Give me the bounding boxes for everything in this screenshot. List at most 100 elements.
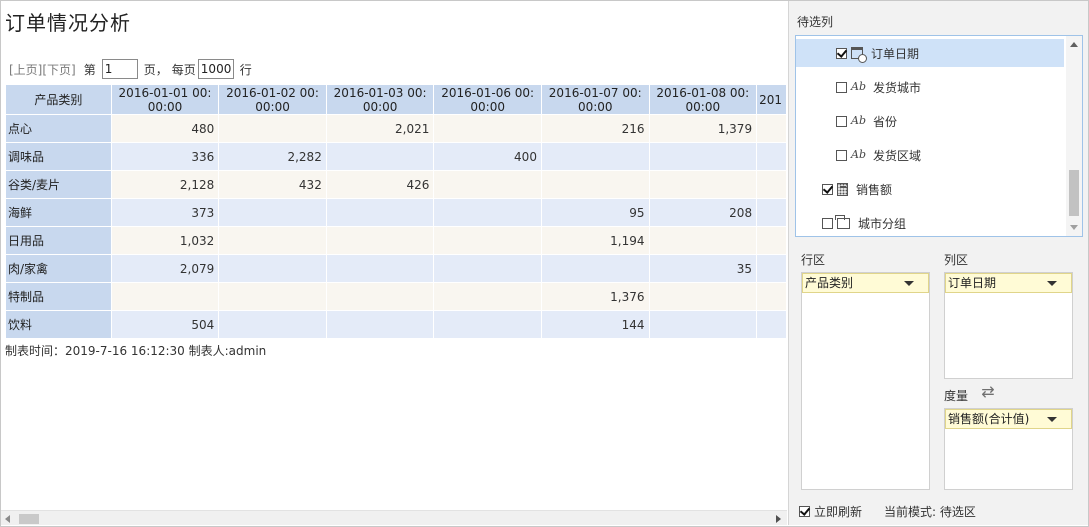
table-cell: 400 bbox=[433, 142, 542, 171]
field-label: 发货区域 bbox=[873, 148, 922, 163]
report-area: 订单情况分析 [上页] [下页] 第 页， 每页 行 产品类别 2016-01-… bbox=[1, 1, 787, 525]
row-zone-value: 产品类别 bbox=[805, 276, 854, 290]
field-item[interactable]: 城市分组 bbox=[796, 209, 1064, 236]
column-header[interactable]: 2016-01-06 00: 00:00 bbox=[433, 84, 542, 115]
prev-page-link[interactable]: [上页] bbox=[9, 62, 43, 77]
column-header[interactable]: 201 bbox=[756, 84, 787, 115]
candidate-field-list: 城市分组 销售额 Ab 发货区域 Ab 省份 Ab 发货城市 订单日期 bbox=[795, 35, 1083, 237]
row-header[interactable]: 谷类/麦片 bbox=[5, 170, 112, 199]
table-cell bbox=[218, 254, 327, 283]
row-header[interactable]: 特制品 bbox=[5, 282, 112, 311]
field-list-scroll-thumb[interactable] bbox=[1069, 170, 1079, 216]
page-prefix-label: 第 bbox=[83, 62, 96, 77]
field-checkbox[interactable] bbox=[836, 47, 847, 59]
scroll-thumb[interactable] bbox=[19, 514, 39, 524]
column-header[interactable]: 2016-01-07 00: 00:00 bbox=[540, 84, 650, 115]
column-zone[interactable]: 订单日期 bbox=[944, 272, 1073, 379]
dropdown-caret-icon[interactable] bbox=[1047, 281, 1057, 286]
table-cell: 2,021 bbox=[325, 114, 435, 143]
row-zone-field[interactable]: 产品类别 bbox=[802, 273, 929, 293]
table-cell bbox=[648, 282, 758, 311]
table-cell bbox=[756, 254, 787, 283]
measure-value: 销售额(合计值) bbox=[948, 412, 1030, 426]
field-label: 销售额 bbox=[856, 182, 893, 197]
candidate-columns-label: 待选列 bbox=[797, 15, 834, 29]
dropdown-caret-icon[interactable] bbox=[1047, 417, 1057, 422]
field-item[interactable]: Ab 发货城市 bbox=[796, 73, 1064, 101]
table-cell bbox=[433, 198, 542, 227]
table-cell: 216 bbox=[540, 114, 650, 143]
column-header[interactable]: 2016-01-08 00: 00:00 bbox=[648, 84, 758, 115]
calculator-icon bbox=[837, 182, 848, 196]
table-cell: 2,128 bbox=[110, 170, 220, 199]
auto-refresh-checkbox[interactable] bbox=[799, 506, 810, 517]
table-cell: 95 bbox=[540, 198, 650, 227]
row-header[interactable]: 点心 bbox=[5, 114, 112, 143]
field-item[interactable]: Ab 省份 bbox=[796, 107, 1064, 135]
row-zone[interactable]: 产品类别 bbox=[801, 272, 930, 490]
table-cell: 336 bbox=[110, 142, 220, 171]
corner-header[interactable]: 产品类别 bbox=[5, 84, 112, 115]
row-header[interactable]: 日用品 bbox=[5, 226, 112, 255]
scroll-left-icon[interactable] bbox=[5, 515, 10, 523]
table-cell bbox=[110, 282, 220, 311]
column-header[interactable]: 2016-01-02 00: 00:00 bbox=[218, 84, 327, 115]
field-checkbox[interactable] bbox=[822, 217, 833, 229]
per-page-input[interactable] bbox=[197, 59, 234, 79]
row-header[interactable]: 调味品 bbox=[5, 142, 112, 171]
field-item[interactable]: 销售额 bbox=[796, 175, 1064, 203]
field-checkbox[interactable] bbox=[836, 115, 847, 127]
swap-refresh-icon[interactable]: ⇄ bbox=[981, 382, 995, 401]
report-title: 订单情况分析 bbox=[5, 11, 131, 35]
table-row: 调味品 336 2,282 400 bbox=[5, 142, 787, 171]
current-mode-text: 当前模式: 待选区 bbox=[884, 505, 976, 519]
table-cell: 480 bbox=[110, 114, 220, 143]
table-cell bbox=[218, 282, 327, 311]
field-list-scrollbar[interactable] bbox=[1066, 36, 1082, 236]
field-checkbox[interactable] bbox=[822, 183, 833, 195]
row-header[interactable]: 海鲜 bbox=[5, 198, 112, 227]
table-cell bbox=[433, 114, 542, 143]
table-cell: 432 bbox=[218, 170, 327, 199]
scroll-up-icon[interactable] bbox=[1070, 42, 1078, 47]
table-cell: 2,079 bbox=[110, 254, 220, 283]
scroll-down-icon[interactable] bbox=[1070, 225, 1078, 230]
table-cell: 1,379 bbox=[648, 114, 758, 143]
row-header[interactable]: 肉/家禽 bbox=[5, 254, 112, 283]
table-cell: 2,282 bbox=[218, 142, 327, 171]
field-checkbox[interactable] bbox=[836, 81, 847, 93]
table-cell bbox=[325, 310, 435, 339]
column-zone-field[interactable]: 订单日期 bbox=[945, 273, 1072, 293]
field-label: 省份 bbox=[873, 114, 898, 129]
scroll-right-icon[interactable] bbox=[776, 515, 781, 523]
measure-field[interactable]: 销售额(合计值) bbox=[945, 409, 1072, 429]
table-row: 谷类/麦片 2,128 432 426 bbox=[5, 170, 787, 199]
next-page-link[interactable]: [下页] bbox=[42, 62, 76, 77]
measure-zone[interactable]: 销售额(合计值) bbox=[944, 408, 1073, 490]
table-cell: 1,376 bbox=[540, 282, 650, 311]
table-cell: 426 bbox=[325, 170, 435, 199]
horizontal-scrollbar[interactable] bbox=[1, 510, 787, 525]
table-cell bbox=[325, 226, 435, 255]
table-cell bbox=[433, 226, 542, 255]
per-page-suffix-label: 行 bbox=[239, 62, 252, 77]
field-item[interactable]: 订单日期 bbox=[796, 39, 1064, 67]
column-header[interactable]: 2016-01-03 00: 00:00 bbox=[325, 84, 435, 115]
column-header[interactable]: 2016-01-01 00: 00:00 bbox=[110, 84, 220, 115]
table-cell bbox=[433, 310, 542, 339]
table-cell bbox=[540, 254, 650, 283]
report-footer-note: 制表时间：2019-7-16 16:12:30 制表人:admin bbox=[5, 344, 267, 358]
auto-refresh-label[interactable]: 立即刷新 bbox=[814, 505, 863, 519]
table-row: 饮料 504 144 bbox=[5, 310, 787, 339]
table-cell bbox=[756, 142, 787, 171]
field-label: 订单日期 bbox=[871, 46, 920, 61]
page-number-input[interactable] bbox=[101, 59, 138, 79]
table-cell bbox=[218, 226, 327, 255]
field-label: 发货城市 bbox=[873, 80, 922, 95]
field-checkbox[interactable] bbox=[836, 149, 847, 161]
field-item[interactable]: Ab 发货区域 bbox=[796, 141, 1064, 169]
dropdown-caret-icon[interactable] bbox=[904, 281, 914, 286]
row-header[interactable]: 饮料 bbox=[5, 310, 112, 339]
table-cell bbox=[540, 170, 650, 199]
table-cell bbox=[433, 282, 542, 311]
